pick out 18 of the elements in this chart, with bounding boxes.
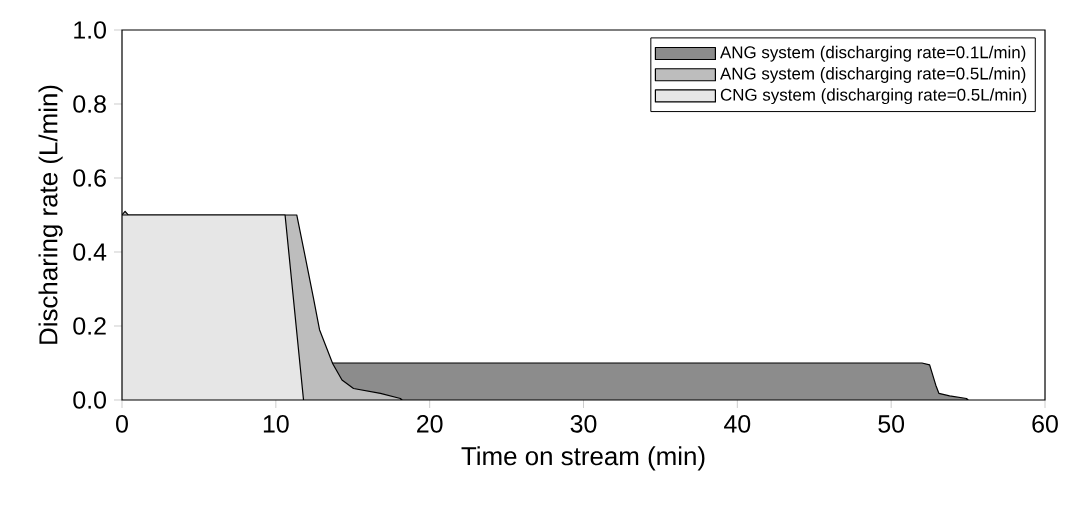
legend-label: ANG system (discharging rate=0.5L/min): [720, 67, 1026, 83]
x-tick-label: 20: [417, 415, 443, 433]
y-tick-label: 1.0: [74, 21, 106, 39]
legend-label: CNG system (discharging rate=0.5L/min): [720, 88, 1027, 105]
y-tick-label: 0.8: [73, 95, 106, 113]
y-tick-label: 0.0: [73, 391, 106, 409]
x-tick-label: 60: [1032, 415, 1058, 433]
y-axis-title: Discharing rate (L/min): [38, 85, 63, 344]
y-tick-label: 0.6: [73, 169, 106, 187]
y-tick-label: 0.2: [73, 317, 106, 335]
x-axis-title: Time on stream (min): [461, 446, 705, 471]
legend-label: ANG system (discharging rate=0.1L/min): [720, 45, 1026, 62]
x-tick-label: 40: [724, 415, 751, 433]
x-tick-label: 10: [263, 415, 289, 433]
x-tick-label: 30: [570, 415, 597, 433]
y-tick-label: 0.4: [73, 243, 107, 261]
x-tick-label: 50: [878, 415, 905, 433]
x-tick-label: 0: [116, 415, 128, 433]
